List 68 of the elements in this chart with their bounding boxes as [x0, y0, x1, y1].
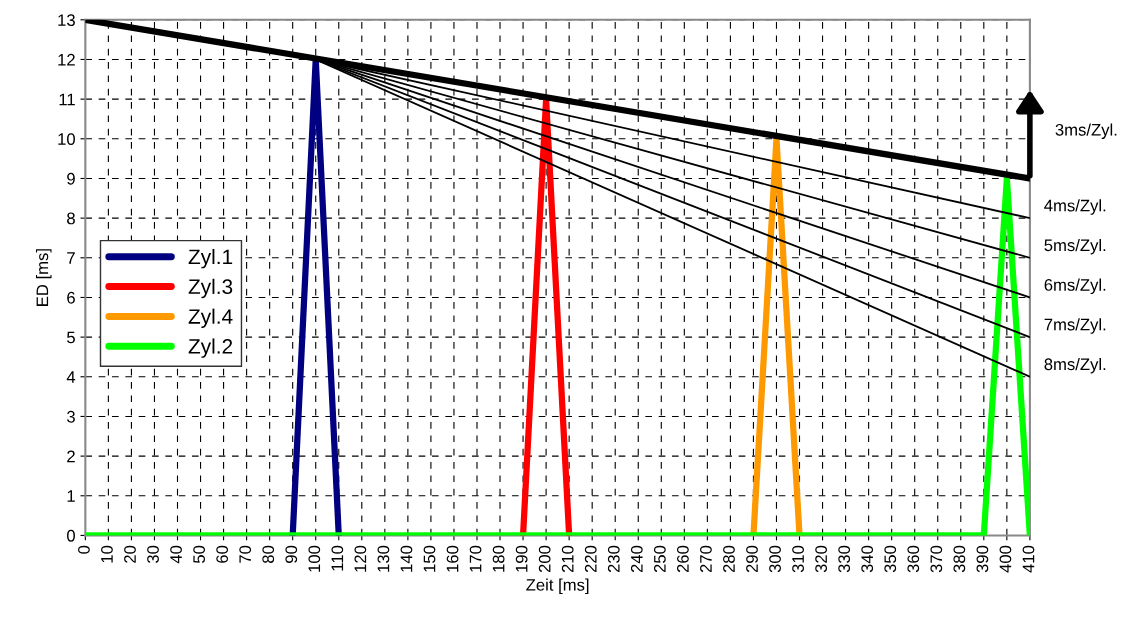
x-tick-label: 120: [354, 545, 367, 572]
x-tick-label: 340: [861, 545, 874, 573]
x-tick-label: 80: [262, 545, 275, 563]
x-tick-label: 230: [607, 545, 620, 573]
y-tick-label: 1: [67, 490, 75, 502]
x-tick-label: 270: [700, 545, 712, 573]
x-tick-label: 410: [1022, 545, 1035, 573]
y-tick-label: 13: [58, 14, 75, 27]
y-tick-label: 4: [66, 371, 76, 383]
x-tick-label: 70: [239, 545, 252, 563]
y-tick-label: 12: [58, 53, 75, 66]
y-tick-label: 8: [67, 212, 75, 225]
x-tick-label: 330: [838, 545, 851, 573]
y-tick-label: 3: [66, 410, 75, 423]
legend-label: Zyl.3: [188, 278, 233, 299]
x-tick-label: 60: [216, 545, 229, 563]
x-tick-label: 300: [769, 545, 781, 573]
x-tick-label: 320: [815, 545, 828, 573]
x-tick-label: 220: [584, 545, 597, 573]
x-tick-label: 180: [492, 545, 505, 572]
x-tick-label: 50: [193, 545, 206, 564]
legend-label: Zyl.1: [188, 248, 233, 269]
y-tick-label: 11: [59, 93, 75, 106]
x-tick-label: 40: [170, 545, 182, 564]
x-tick-label: 390: [976, 545, 989, 573]
annotation: 6ms/Zyl.: [1044, 278, 1106, 295]
annotation: 7ms/Zyl.: [1044, 318, 1106, 334]
annotation: 5ms/Zyl.: [1044, 238, 1106, 255]
x-tick-label: 20: [124, 545, 136, 563]
x-tick-label: 0: [78, 545, 90, 554]
y-tick-label: 5: [67, 331, 75, 344]
x-tick-label: 100: [308, 545, 321, 572]
x-tick-label: 310: [792, 545, 804, 573]
y-axis-title: ED [ms]: [36, 249, 52, 306]
x-tick-label: 110: [331, 545, 344, 571]
y-tick-label: 9: [67, 172, 75, 185]
y-tick-label: 2: [67, 450, 75, 463]
legend-label: Zyl.2: [188, 338, 233, 358]
annotation: 3ms/Zyl.: [1055, 123, 1117, 140]
x-tick-label: 250: [653, 545, 666, 573]
x-tick-label: 140: [400, 545, 413, 572]
y-tick-label: 6: [67, 291, 75, 304]
x-tick-label: 260: [677, 545, 689, 573]
y-tick-label: 10: [58, 133, 75, 145]
x-tick-label: 90: [285, 545, 298, 563]
x-tick-label: 170: [469, 545, 482, 572]
x-tick-label: 30: [147, 545, 159, 564]
x-tick-label: 210: [561, 545, 574, 573]
legend-label: Zyl.4: [188, 308, 233, 329]
x-tick-label: 160: [446, 545, 459, 572]
x-tick-label: 380: [953, 545, 966, 573]
x-tick-label: 10: [101, 545, 113, 563]
x-tick-label: 130: [377, 545, 390, 572]
x-tick-label: 290: [746, 545, 758, 573]
x-tick-label: 280: [723, 545, 735, 573]
x-tick-label: 150: [423, 545, 436, 572]
x-tick-label: 370: [930, 545, 943, 573]
x-tick-label: 350: [884, 545, 897, 573]
x-tick-label: 240: [630, 545, 643, 573]
y-tick-label: 7: [67, 252, 75, 264]
x-tick-label: 400: [999, 545, 1012, 573]
annotation: 8ms/Zyl.: [1044, 357, 1106, 374]
x-tick-label: 190: [515, 545, 528, 572]
x-tick-label: 360: [907, 545, 920, 573]
x-axis-title: Zeit [ms]: [526, 578, 589, 595]
y-tick-label: 0: [67, 529, 75, 542]
annotation: 4ms/Zyl.: [1044, 199, 1106, 215]
x-tick-label: 200: [538, 545, 551, 573]
